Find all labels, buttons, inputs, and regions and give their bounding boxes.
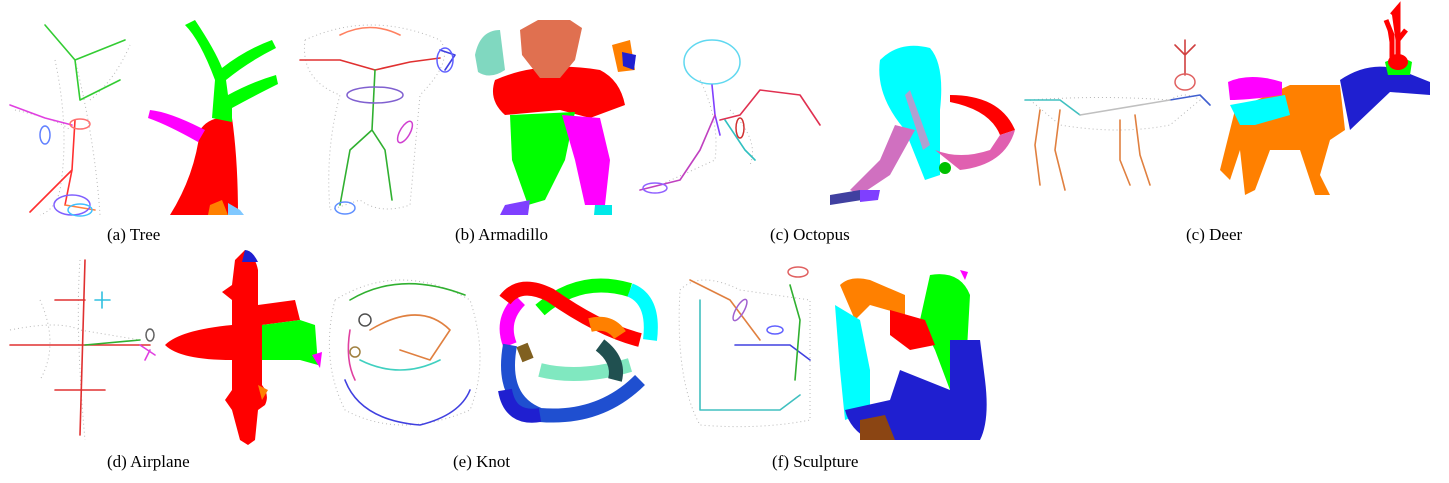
- knot-segmentation-panel: [498, 278, 658, 423]
- armadillo-segmentation-panel: [475, 20, 636, 215]
- caption-airplane: (d) Airplane: [107, 452, 190, 471]
- octopus-skeleton-panel: [639, 39, 821, 194]
- caption-deer: (c) Deer: [1186, 225, 1242, 244]
- armadillo-skeleton-panel: [299, 24, 456, 215]
- airplane-segmentation-panel: [165, 250, 322, 445]
- knot-skeleton-panel: [328, 279, 481, 426]
- octopus-segmentation-panel: [830, 45, 1015, 205]
- deer-segmentation-panel: [1220, 1, 1430, 195]
- sculpture-skeleton-panel: [678, 266, 811, 428]
- caption-armadillo: (b) Armadillo: [455, 225, 548, 244]
- caption-knot: (e) Knot: [453, 452, 510, 471]
- caption-tree: (a) Tree: [107, 225, 160, 244]
- sculpture-segmentation-panel: [835, 270, 987, 440]
- tree-segmentation-panel: [148, 20, 278, 215]
- caption-sculpture: (f) Sculpture: [772, 452, 858, 471]
- airplane-skeleton-panel: [9, 259, 156, 441]
- deer-skeleton-panel: [1024, 39, 1211, 191]
- caption-octopus: (c) Octopus: [770, 225, 850, 244]
- tree-skeleton-panel: [9, 24, 131, 217]
